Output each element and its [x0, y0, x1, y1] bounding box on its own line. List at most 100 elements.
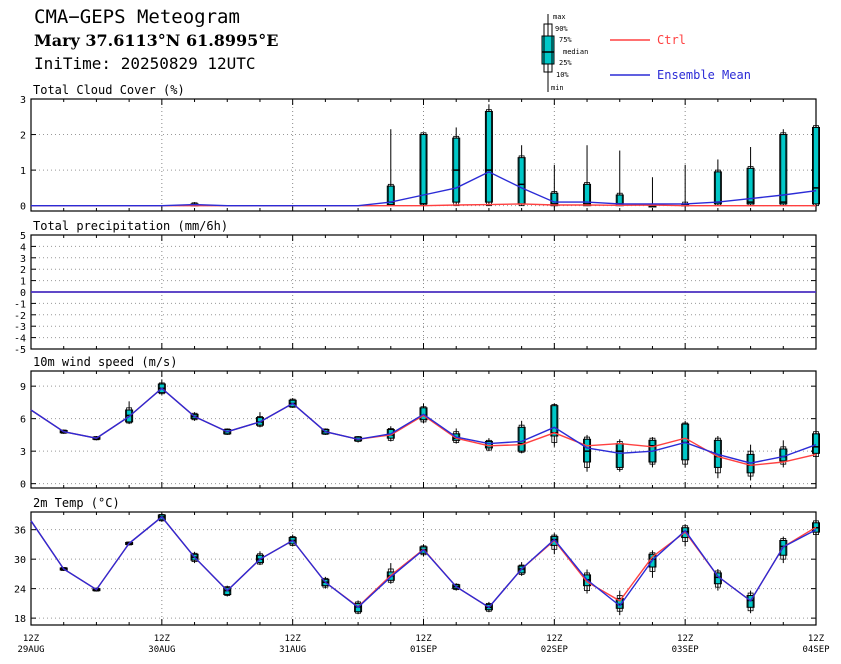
- box-iqr: [812, 126, 820, 205]
- y-tick-label: 0: [20, 202, 26, 213]
- box-19: [648, 177, 657, 208]
- series-mean-line: [30, 515, 817, 609]
- y-tick-label: 18: [14, 614, 26, 625]
- box-15: [517, 420, 526, 454]
- box-22: [746, 590, 755, 614]
- y-tick-label: 0: [20, 288, 26, 299]
- box-iqr: [386, 185, 395, 206]
- box-13: [452, 127, 461, 207]
- panel-title: 2m Temp (°C): [33, 496, 120, 510]
- legend-box-label-25: 25%: [559, 59, 572, 67]
- legend-box-label-10: 10%: [556, 71, 569, 79]
- location-label: Mary 37.6113°N 61.8995°E: [34, 31, 279, 50]
- y-tick-label: 4: [20, 242, 26, 253]
- box-23: [779, 129, 788, 207]
- x-tick-label-date: 29AUG: [17, 645, 44, 655]
- box-21: [713, 159, 722, 207]
- panel-title: Total Cloud Cover (%): [33, 83, 185, 97]
- legend-box-glyph: [541, 14, 555, 92]
- box-p10-p90: [486, 109, 492, 207]
- panel-title: Total precipitation (mm/6h): [33, 219, 228, 233]
- y-tick-label: -2: [14, 311, 26, 322]
- box-iqr: [812, 433, 820, 454]
- legend-box-label-90: 90%: [555, 25, 568, 33]
- y-tick-label: 2: [20, 131, 26, 142]
- box-p10-p90: [616, 441, 623, 470]
- box-12: [419, 403, 428, 423]
- y-tick-label: 5: [20, 231, 26, 242]
- y-tick-label: 3: [20, 447, 26, 458]
- x-tick-label-date: 03SEP: [672, 645, 700, 655]
- y-tick-label: 2: [20, 265, 26, 276]
- y-tick-label: 3: [20, 254, 26, 265]
- x-tick-label-hour: 12Z: [285, 634, 302, 644]
- box-14: [484, 104, 493, 207]
- box-iqr: [713, 171, 722, 205]
- y-tick-label: -1: [14, 299, 26, 310]
- x-tick-label-hour: 12Z: [23, 634, 40, 644]
- y-tick-label: 24: [14, 585, 26, 596]
- box-16: [550, 403, 559, 447]
- box-p10-p90: [747, 450, 754, 477]
- box-p10-p90: [813, 431, 819, 457]
- box-20: [681, 164, 690, 207]
- box-p10-p90: [780, 538, 787, 560]
- box-p10-p90: [518, 155, 525, 207]
- y-tick-label: -5: [14, 345, 26, 356]
- panel-frame: [30, 370, 817, 489]
- panel-2: 10m wind speed (m/s) 0 3 6 9: [20, 355, 820, 491]
- box-18: [615, 150, 624, 207]
- y-tick-label: 36: [14, 526, 26, 537]
- box-23: [779, 440, 788, 468]
- x-tick-label-date: 31AUG: [279, 645, 306, 655]
- box-p10-p90: [747, 592, 754, 612]
- box-16: [550, 164, 559, 207]
- legend-ctrl-label: Ctrl: [657, 33, 686, 47]
- series-ctrl-line: [30, 515, 817, 609]
- legend-box-label-75: 75%: [559, 36, 572, 44]
- box-17: [583, 145, 592, 207]
- y-tick-label: 6: [20, 415, 26, 426]
- box-11: [386, 129, 395, 207]
- x-tick-label-hour: 12Z: [808, 634, 825, 644]
- box-iqr: [779, 134, 788, 205]
- box-p10-p90: [518, 424, 525, 453]
- panel-title: 10m wind speed (m/s): [33, 355, 178, 369]
- box-p10-p90: [584, 436, 590, 468]
- box-15: [517, 145, 526, 207]
- legend-box-label-median: median: [563, 48, 588, 56]
- box-p10-p90: [649, 552, 656, 572]
- box-p10-p90: [420, 406, 427, 423]
- legend-box-label-max: max: [553, 13, 566, 21]
- box-20: [681, 420, 690, 468]
- x-tick-label-date: 04SEP: [802, 645, 830, 655]
- box-22: [746, 147, 755, 207]
- panel-0: Total Cloud Cover (%) 0 1 2 3: [20, 83, 820, 213]
- panel-3: 2m Temp (°C) 18 24 30 36: [14, 496, 820, 626]
- box-17: [583, 434, 592, 472]
- box-3: [125, 401, 134, 425]
- series-mean-line: [30, 387, 817, 464]
- x-tick-label-date: 01SEP: [410, 645, 438, 655]
- box-iqr: [746, 167, 755, 205]
- y-tick-label: -4: [14, 334, 26, 345]
- panel-1: Total precipitation (mm/6h) -5-4-3-2-1012…: [14, 219, 817, 356]
- y-tick-label: -3: [14, 322, 26, 333]
- box-p10-p90: [551, 404, 558, 443]
- box-iqr: [484, 110, 493, 203]
- page-title: CMA−GEPS Meteogram: [34, 6, 240, 28]
- box-19: [648, 437, 657, 468]
- x-tick-label-date: 02SEP: [541, 645, 569, 655]
- legend-box-label-min: min: [551, 84, 564, 92]
- x-tick-label-hour: 12Z: [154, 634, 171, 644]
- y-tick-label: 30: [14, 555, 26, 566]
- box-24: [812, 123, 820, 207]
- x-tick-label-hour: 12Z: [415, 634, 432, 644]
- init-time-label: IniTime: 20250829 12UTC: [34, 54, 256, 73]
- y-tick-label: 1: [20, 166, 26, 177]
- x-tick-label-hour: 12Z: [677, 634, 694, 644]
- box-iqr: [550, 405, 559, 437]
- x-tick-label-date: 30AUG: [148, 645, 175, 655]
- series-mean-line: [31, 171, 817, 207]
